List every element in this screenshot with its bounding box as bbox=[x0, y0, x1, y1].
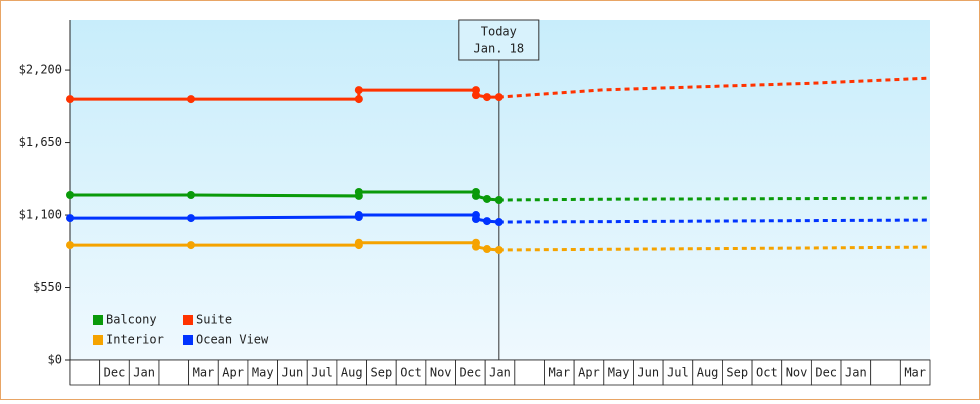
x-tick-label: Aug bbox=[341, 366, 363, 380]
price-point bbox=[66, 214, 74, 223]
legend-label: Suite bbox=[196, 313, 232, 327]
x-cell bbox=[128, 359, 160, 386]
x-tick-label: Jan bbox=[133, 366, 155, 380]
x-tick-label: Sep bbox=[726, 366, 748, 380]
x-cell bbox=[722, 359, 753, 386]
legend-swatch bbox=[93, 315, 103, 325]
x-tick-label: Mar bbox=[904, 366, 926, 380]
price-point bbox=[471, 91, 480, 100]
price-point bbox=[482, 194, 491, 203]
price-point bbox=[354, 86, 363, 95]
x-tick-label: Mar bbox=[193, 366, 215, 380]
price-point bbox=[354, 238, 363, 247]
x-cell bbox=[810, 359, 842, 386]
price-point bbox=[186, 95, 195, 104]
x-tick-label: Dec bbox=[104, 366, 126, 380]
today-title: Today bbox=[481, 25, 517, 39]
y-tick-label: $0 bbox=[48, 353, 62, 367]
price-point bbox=[494, 196, 503, 205]
x-tick-label: Jun bbox=[637, 366, 659, 380]
price-point bbox=[354, 187, 363, 196]
plot-area bbox=[70, 20, 930, 360]
price-point bbox=[186, 214, 195, 223]
x-cell bbox=[247, 359, 278, 386]
x-cell bbox=[899, 359, 931, 386]
x-tick-label: Jul bbox=[311, 366, 333, 380]
x-tick-label: Jun bbox=[282, 366, 304, 380]
price-point bbox=[482, 245, 491, 254]
x-cell bbox=[603, 359, 634, 386]
x-cell bbox=[781, 359, 812, 386]
x-cell bbox=[336, 359, 367, 386]
y-tick-label: $1,650 bbox=[19, 135, 62, 149]
x-tick-label: Dec bbox=[815, 366, 837, 380]
price-point bbox=[494, 218, 503, 227]
x-tick-label: Jan bbox=[489, 366, 511, 380]
x-cell bbox=[217, 359, 249, 386]
x-cell bbox=[69, 359, 101, 386]
y-tick-label: $550 bbox=[33, 280, 62, 294]
x-cell bbox=[573, 359, 605, 386]
forecast-line bbox=[498, 218, 931, 224]
price-point bbox=[494, 93, 503, 102]
price-point bbox=[494, 245, 503, 254]
forecast-line bbox=[498, 245, 931, 252]
price-point bbox=[354, 95, 363, 104]
price-point bbox=[482, 217, 491, 226]
x-tick-label: May bbox=[252, 366, 274, 380]
price-point bbox=[66, 191, 74, 200]
price-point bbox=[471, 242, 480, 251]
x-tick-label: Oct bbox=[756, 366, 778, 380]
legend-swatch bbox=[183, 335, 193, 345]
x-tick-label: Sep bbox=[371, 366, 393, 380]
x-cell bbox=[870, 359, 901, 386]
x-cell bbox=[662, 359, 694, 386]
today-box bbox=[458, 19, 540, 61]
x-tick-label: Nov bbox=[786, 366, 808, 380]
forecast-line bbox=[498, 76, 931, 99]
price-point bbox=[186, 191, 195, 200]
x-cell bbox=[395, 359, 427, 386]
legend-swatch bbox=[93, 335, 103, 345]
x-cell bbox=[840, 359, 872, 386]
x-cell bbox=[484, 359, 516, 386]
price-point bbox=[471, 191, 480, 200]
x-tick-label: Jan bbox=[845, 366, 867, 380]
x-tick-label: May bbox=[608, 366, 630, 380]
y-tick-label: $1,100 bbox=[19, 208, 62, 222]
x-tick-label: Jul bbox=[667, 366, 689, 380]
x-tick-label: Apr bbox=[578, 366, 600, 380]
y-tick-label: $2,200 bbox=[19, 63, 62, 77]
x-cell bbox=[188, 359, 219, 386]
price-point bbox=[482, 93, 491, 102]
legend-label: Ocean View bbox=[196, 333, 269, 347]
x-tick-label: Nov bbox=[430, 366, 452, 380]
legend-label: Balcony bbox=[106, 313, 157, 327]
legend-label: Interior bbox=[106, 333, 164, 347]
x-cell bbox=[514, 359, 545, 386]
x-cell bbox=[158, 359, 190, 386]
forecast-line bbox=[498, 196, 931, 202]
price-point bbox=[354, 211, 363, 220]
x-tick-label: Aug bbox=[697, 366, 719, 380]
x-tick-label: Oct bbox=[400, 366, 422, 380]
price-point bbox=[186, 241, 195, 250]
x-tick-label: Dec bbox=[460, 366, 482, 380]
legend-swatch bbox=[183, 315, 193, 325]
price-point bbox=[66, 241, 74, 250]
x-cell bbox=[455, 359, 486, 386]
today-date: Jan. 18 bbox=[474, 42, 525, 56]
x-tick-label: Mar bbox=[548, 366, 570, 380]
x-cell bbox=[99, 359, 130, 386]
x-cell bbox=[751, 359, 783, 386]
x-tick-label: Apr bbox=[222, 366, 244, 380]
price-point bbox=[66, 95, 74, 104]
price-point bbox=[471, 214, 480, 223]
x-cell bbox=[692, 359, 723, 386]
